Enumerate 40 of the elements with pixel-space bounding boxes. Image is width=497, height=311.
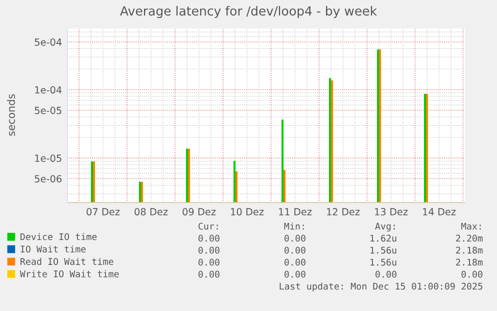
x-tick-label: 14 Dez (423, 208, 456, 216)
text: 2.18m (456, 246, 483, 254)
text: 0.00 (198, 246, 220, 254)
text: 0.00 (284, 258, 306, 266)
x-tick-label: 13 Dez (375, 208, 408, 216)
x-tick-label: 10 Dez (231, 208, 264, 216)
x-tick-label: 07 Dez (86, 208, 120, 216)
text: 0.00 (462, 270, 482, 278)
text: 0.00 (198, 234, 220, 242)
x-tick-label: 12 Dez (327, 208, 360, 216)
text: Last update: Mon Dec 15 01:00:09 2025 (280, 282, 482, 292)
text: Cur: (198, 222, 218, 230)
text: 0.00 (198, 270, 220, 278)
x-tick-label: 11 Dez (279, 208, 312, 216)
y-axis-title: seconds (6, 94, 16, 136)
text: Avg: (375, 222, 395, 232)
legend-label: Write IO Wait time (20, 270, 119, 278)
legend-label: IO Wait time (20, 245, 86, 253)
y-tick-label: 5e-05 (34, 106, 62, 114)
text: Max: (461, 222, 481, 230)
text: 1.56u (370, 246, 396, 254)
y-tick-label: 5e-06 (34, 175, 62, 182)
x-tick-label: 09 Dez (182, 208, 216, 216)
text: Min: (284, 222, 304, 230)
legend-label: Device IO time (20, 233, 97, 240)
text: 2.18m (456, 258, 483, 266)
text: 2.20m (456, 234, 483, 242)
x-tick-label: 08 Dez (134, 208, 168, 216)
text: 0.00 (284, 246, 306, 254)
text: 1.56u (370, 258, 396, 266)
text: 0.00 (284, 270, 306, 278)
y-tick-label: 1e-04 (35, 86, 62, 94)
text: 0.00 (376, 270, 396, 278)
text: 0.00 (198, 258, 220, 266)
y-tick-label: 1e-05 (35, 154, 62, 162)
text: 1.62u (370, 234, 396, 242)
legend-label: Read IO Wait time (20, 258, 114, 265)
y-tick-label: 5e-04 (34, 38, 62, 46)
text: 0.00 (284, 234, 306, 242)
chart-title: Average latency for /dev/loop4 - by week (120, 6, 377, 18)
